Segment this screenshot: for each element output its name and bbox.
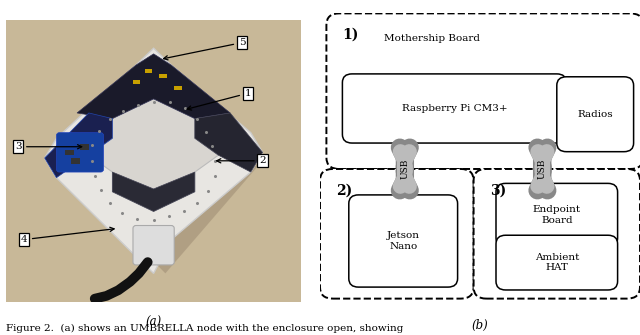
Text: 1: 1 xyxy=(187,89,251,110)
Bar xyxy=(159,74,167,78)
FancyBboxPatch shape xyxy=(342,74,566,143)
Bar xyxy=(65,149,74,155)
Text: Endpoint
Board: Endpoint Board xyxy=(532,205,581,225)
Text: 3): 3) xyxy=(490,183,506,197)
Polygon shape xyxy=(60,60,262,273)
Text: Mothership Board: Mothership Board xyxy=(384,34,480,43)
Text: 1): 1) xyxy=(342,28,359,42)
Text: 2): 2) xyxy=(336,183,352,197)
Text: Raspberry Pi CM3+: Raspberry Pi CM3+ xyxy=(401,104,508,113)
Bar xyxy=(80,144,89,149)
Bar xyxy=(174,86,182,89)
Polygon shape xyxy=(113,172,195,211)
FancyBboxPatch shape xyxy=(496,235,618,290)
Polygon shape xyxy=(195,113,262,172)
Text: 3: 3 xyxy=(15,142,82,151)
FancyBboxPatch shape xyxy=(474,169,640,298)
Text: Ambient
HAT: Ambient HAT xyxy=(534,253,579,272)
Bar xyxy=(71,158,80,163)
Text: 2: 2 xyxy=(217,156,266,165)
Text: 4: 4 xyxy=(20,227,114,244)
Text: 5: 5 xyxy=(164,38,245,60)
Text: Figure 2.  (a) shows an UMBRELLA node with the enclosure open, showing: Figure 2. (a) shows an UMBRELLA node wit… xyxy=(6,324,404,333)
Text: USB: USB xyxy=(538,159,547,179)
Polygon shape xyxy=(89,99,218,211)
Text: Radios: Radios xyxy=(577,110,613,119)
Text: Jetson
Nano: Jetson Nano xyxy=(387,231,420,251)
Polygon shape xyxy=(45,113,113,178)
Polygon shape xyxy=(77,54,230,119)
FancyBboxPatch shape xyxy=(349,195,458,287)
Text: (b): (b) xyxy=(472,319,488,332)
FancyBboxPatch shape xyxy=(557,77,634,152)
Bar xyxy=(145,69,152,73)
Polygon shape xyxy=(45,48,262,273)
Bar xyxy=(133,80,140,84)
Text: (a): (a) xyxy=(145,316,162,329)
FancyBboxPatch shape xyxy=(496,183,618,247)
FancyBboxPatch shape xyxy=(133,225,174,265)
FancyBboxPatch shape xyxy=(56,133,104,172)
FancyBboxPatch shape xyxy=(320,169,474,298)
Text: USB: USB xyxy=(400,159,410,179)
FancyBboxPatch shape xyxy=(326,13,640,169)
